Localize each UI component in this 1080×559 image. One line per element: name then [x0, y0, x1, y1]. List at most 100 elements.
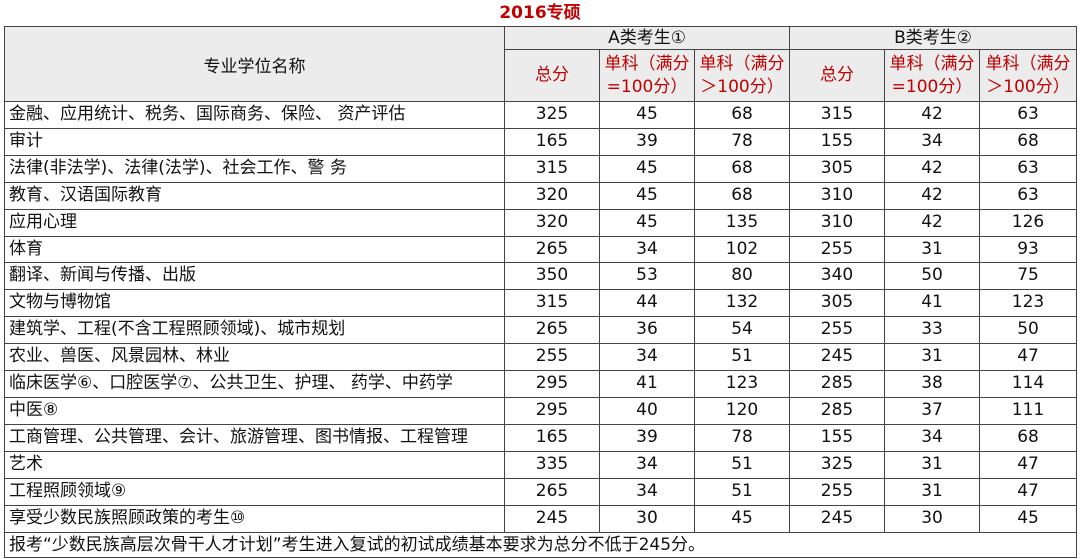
data-row: 应用心理 320 45 135 310 42 126 [4, 208, 1078, 237]
subheader: 单科（满分 ＞100分） [979, 49, 1078, 102]
score: 80 [693, 262, 791, 291]
data-row: 审计 165 39 78 155 34 68 [4, 127, 1078, 156]
major-name: 审计 [4, 127, 505, 156]
subheader: 总分 [789, 49, 886, 102]
score: 325 [789, 450, 886, 479]
score: 34 [599, 235, 695, 264]
score: 102 [693, 235, 791, 264]
subheader-line: ＞100分） [700, 76, 784, 97]
score: 165 [504, 423, 600, 452]
data-row: 金融、应用统计、税务、国际商务、保险、 资产评估 325 45 68 315 42 63 [4, 101, 1078, 129]
score: 68 [693, 154, 791, 183]
score: 340 [789, 262, 886, 291]
score: 50 [979, 316, 1078, 345]
score: 315 [789, 101, 886, 129]
score: 68 [693, 101, 791, 129]
major-name: 体育 [4, 235, 505, 264]
score: 305 [789, 154, 886, 183]
name-header: 专业学位名称 [4, 26, 505, 102]
score: 245 [789, 504, 886, 533]
score: 285 [789, 370, 886, 398]
score: 155 [789, 423, 886, 452]
score: 39 [599, 127, 695, 156]
score: 54 [693, 316, 791, 345]
data-row: 法律(非法学)、法律(法学)、社会工作、警 务 315 45 68 305 42 63 [4, 154, 1078, 183]
major-name: 享受少数民族照顾政策的考生⑩ [4, 504, 505, 533]
score: 63 [979, 154, 1078, 183]
major-name: 建筑学、工程(不含工程照顾领域)、城市规划 [4, 316, 505, 345]
score: 31 [884, 450, 981, 479]
score: 37 [884, 396, 981, 425]
score: 255 [789, 316, 886, 345]
subheader: 总分 [504, 49, 600, 102]
header-row: 专业学位名称 A类考生① B类考生② [4, 26, 1078, 102]
score: 265 [504, 477, 600, 506]
score: 255 [504, 343, 600, 372]
major-name: 应用心理 [4, 208, 505, 237]
score: 265 [504, 235, 600, 264]
score: 350 [504, 262, 600, 291]
score: 68 [979, 423, 1078, 452]
score: 75 [979, 262, 1078, 291]
major-name: 农业、兽医、风景园林、林业 [4, 343, 505, 372]
data-row: 临床医学⑥、口腔医学⑦、公共卫生、护理、 药学、中药学 295 41 123 285 38… [4, 370, 1078, 398]
score: 39 [599, 423, 695, 452]
subheader-line: ＞100分） [986, 76, 1070, 97]
score: 47 [979, 450, 1078, 479]
major-name: 教育、汉语国际教育 [4, 181, 505, 210]
score: 63 [979, 101, 1078, 129]
score: 305 [789, 289, 886, 318]
group-header: B类考生② [789, 26, 1078, 50]
score: 45 [979, 504, 1078, 533]
data-row: 农业、兽医、风景园林、林业 255 34 51 245 31 47 [4, 343, 1078, 372]
score: 78 [693, 423, 791, 452]
data-row: 建筑学、工程(不含工程照顾领域)、城市规划 265 36 54 255 33 50 [4, 316, 1078, 345]
score: 51 [693, 477, 791, 506]
score: 41 [884, 289, 981, 318]
score: 310 [789, 181, 886, 210]
score: 36 [599, 316, 695, 345]
score: 68 [979, 127, 1078, 156]
score: 320 [504, 181, 600, 210]
major-name: 工商管理、公共管理、会计、旅游管理、图书情报、工程管理 [4, 423, 505, 452]
score: 265 [504, 316, 600, 345]
score: 135 [693, 208, 791, 237]
score: 42 [884, 208, 981, 237]
subheader-line: 单科（满分 [889, 53, 975, 74]
data-row: 工商管理、公共管理、会计、旅游管理、图书情报、工程管理 165 39 78 155 34 6… [4, 423, 1078, 452]
score: 111 [979, 396, 1078, 425]
score: 44 [599, 289, 695, 318]
score: 93 [979, 235, 1078, 264]
subheader: 单科（满分 =100分） [884, 49, 981, 102]
subheader: 单科（满分 =100分） [599, 49, 695, 102]
score: 123 [693, 370, 791, 398]
score: 31 [884, 343, 981, 372]
data-row: 中医⑧ 295 40 120 285 37 111 [4, 396, 1078, 425]
score: 132 [693, 289, 791, 318]
score: 47 [979, 343, 1078, 372]
score: 45 [599, 101, 695, 129]
group-header: A类考生① [503, 26, 791, 50]
score: 42 [884, 101, 981, 129]
subheader-line: 单科（满分 [985, 53, 1071, 74]
score: 42 [884, 154, 981, 183]
score: 34 [884, 127, 981, 156]
score: 126 [979, 208, 1078, 237]
score: 53 [599, 262, 695, 291]
score: 40 [599, 396, 695, 425]
score: 34 [599, 450, 695, 479]
subheader-line: 单科（满分 [604, 53, 690, 74]
score: 295 [504, 396, 600, 425]
major-name: 金融、应用统计、税务、国际商务、保险、 资产评估 [4, 101, 505, 129]
score: 38 [884, 370, 981, 398]
score: 335 [504, 450, 600, 479]
score: 310 [789, 208, 886, 237]
score: 30 [884, 504, 981, 533]
table-header: 专业学位名称 A类考生① B类考生② 总分 单科（满分 =100分） 单科（满分 ＞10… [4, 26, 1078, 102]
score: 45 [693, 504, 791, 533]
score: 34 [884, 423, 981, 452]
score: 315 [504, 289, 600, 318]
major-name: 法律(非法学)、法律(法学)、社会工作、警 务 [4, 154, 505, 183]
score: 165 [504, 127, 600, 156]
